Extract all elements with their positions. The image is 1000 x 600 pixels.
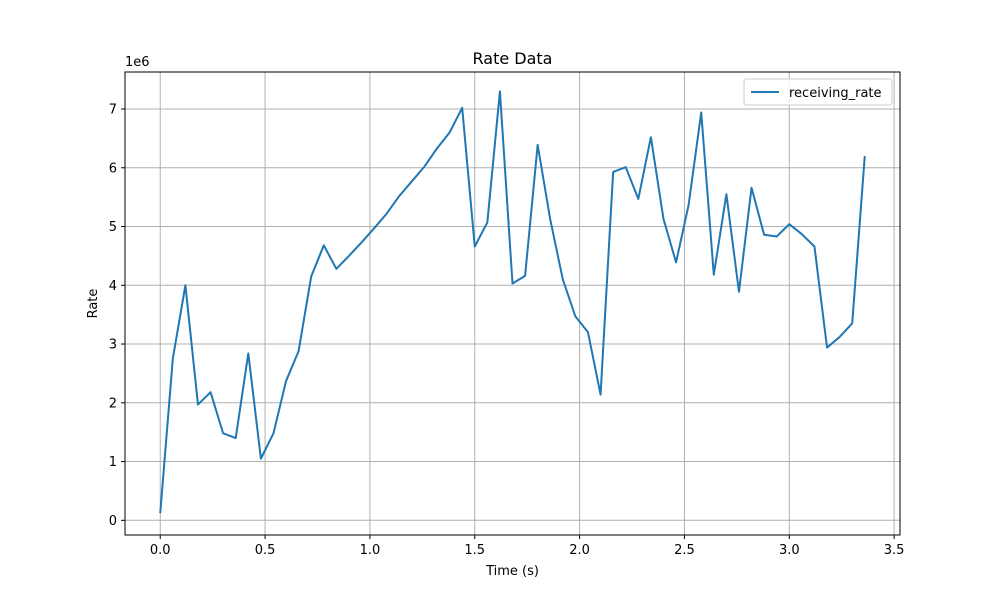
legend-entry-receiving-rate: receiving_rate bbox=[789, 86, 882, 101]
chart-title: Rate Data bbox=[473, 49, 553, 68]
y-tick-label: 0 bbox=[109, 514, 117, 529]
y-tick-label: 4 bbox=[109, 279, 117, 294]
series-line-receiving-rate bbox=[159, 90, 866, 514]
x-tick-label: 2.0 bbox=[569, 543, 590, 558]
x-axis-label: Time (s) bbox=[485, 564, 539, 579]
x-tick-label: 1.5 bbox=[464, 543, 485, 558]
y-tick-label: 5 bbox=[109, 220, 117, 235]
ticks: 0.0 0.5 1.0 1.5 2.0 2.5 3.0 3.5 0 1 2 3 4 5 6 7 bbox=[109, 103, 905, 558]
y-axis-label: Rate bbox=[86, 289, 101, 319]
x-tick-label: 2.5 bbox=[674, 543, 695, 558]
y-tick-label: 6 bbox=[109, 161, 117, 176]
x-tick-label: 1.0 bbox=[360, 543, 381, 558]
y-tick-label: 1 bbox=[109, 455, 117, 470]
x-tick-label: 0.5 bbox=[255, 543, 276, 558]
series-layer bbox=[159, 90, 866, 514]
y-tick-label: 3 bbox=[109, 338, 117, 353]
grid bbox=[125, 72, 900, 535]
x-tick-label: 0.0 bbox=[150, 543, 171, 558]
y-tick-label: 2 bbox=[109, 396, 117, 411]
legend-box bbox=[743, 78, 893, 106]
legend: receiving_rate bbox=[743, 78, 893, 106]
y-offset-label: 1e6 bbox=[125, 55, 150, 70]
x-tick-label: 3.0 bbox=[779, 543, 800, 558]
y-tick-label: 7 bbox=[109, 103, 117, 118]
x-tick-label: 3.5 bbox=[884, 543, 905, 558]
plot-frame bbox=[124, 71, 901, 536]
